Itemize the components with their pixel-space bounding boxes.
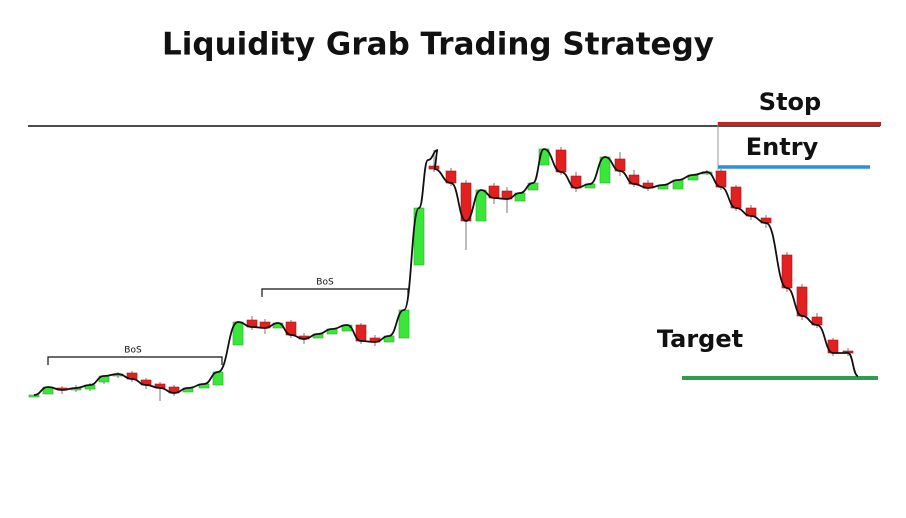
candles: [28, 147, 859, 401]
bos-label: BoS: [124, 346, 142, 356]
stop-label: Stop: [759, 88, 821, 116]
bos-label: BoS: [316, 278, 334, 288]
price-line: [33, 148, 859, 396]
title: Liquidity Grab Trading Strategy: [162, 27, 714, 63]
entry-label: Entry: [746, 133, 819, 161]
bos-bracket: [47, 356, 223, 365]
candle-body: [781, 254, 793, 289]
target-label: Target: [657, 325, 743, 353]
